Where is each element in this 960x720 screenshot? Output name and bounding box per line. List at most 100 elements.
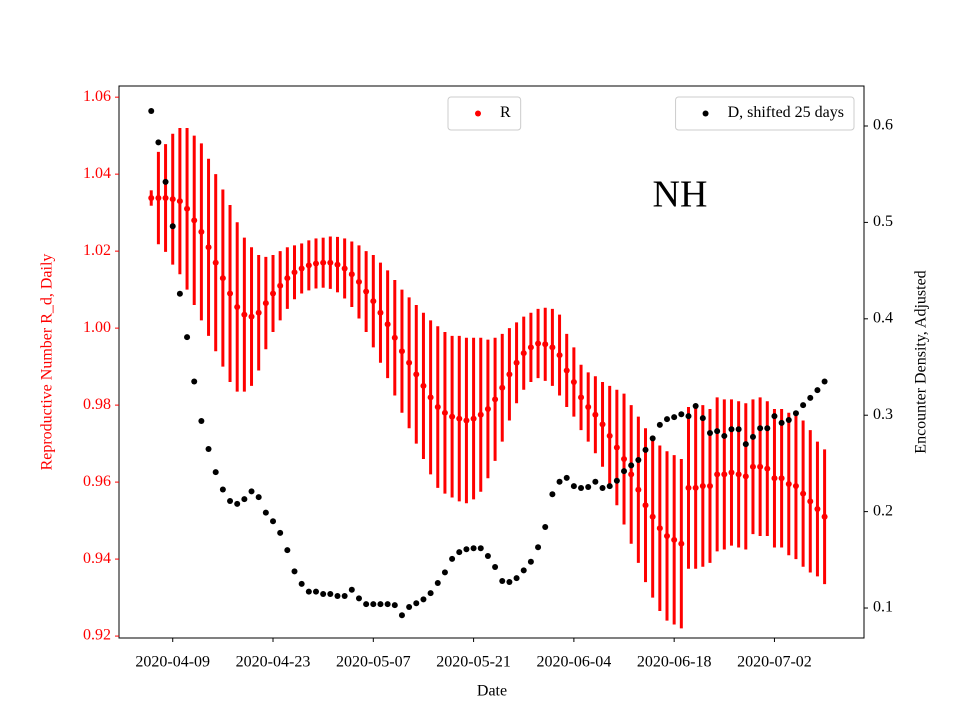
data-point [477, 545, 484, 552]
data-point [427, 590, 434, 597]
data-point [592, 411, 599, 418]
data-point [570, 483, 577, 490]
data-point [162, 178, 169, 185]
legend-box [675, 96, 855, 131]
data-point [262, 509, 269, 516]
data-point [642, 502, 649, 509]
data-point [585, 404, 592, 411]
legend-box [447, 96, 522, 131]
data-point [556, 352, 563, 359]
data-point [191, 217, 198, 224]
data-point [792, 410, 799, 417]
data-point [449, 413, 456, 420]
y2-tick-label: 0.6 [873, 117, 893, 134]
data-point [506, 371, 513, 378]
data-point [406, 604, 413, 611]
data-point [248, 313, 255, 320]
data-point [162, 195, 169, 202]
data-point [721, 471, 728, 478]
y-tick-label: 0.94 [83, 550, 111, 567]
series-0 [148, 127, 828, 629]
data-point [255, 494, 262, 501]
legend-marker [475, 110, 481, 117]
data-point [492, 564, 499, 571]
data-point [642, 446, 649, 453]
data-point [535, 340, 542, 347]
y-tick-label: 0.96 [83, 473, 111, 490]
data-point [742, 441, 749, 448]
data-point [205, 244, 212, 251]
data-point [771, 413, 778, 420]
data-point [184, 205, 191, 212]
y-tick-label: 1.02 [83, 242, 111, 259]
data-point [434, 404, 441, 411]
data-point [312, 588, 319, 595]
data-point [785, 481, 792, 488]
data-point [814, 387, 821, 394]
data-point [227, 290, 234, 297]
y-tick-label: 1.04 [83, 165, 111, 182]
data-point [148, 195, 155, 202]
data-point [606, 432, 613, 439]
data-point [363, 288, 370, 295]
data-point [520, 567, 527, 574]
data-point [499, 578, 506, 585]
y2-tick-label: 0.4 [873, 309, 893, 326]
data-point [484, 552, 491, 559]
x-tick-label: 2020-04-09 [135, 654, 210, 671]
data-point [728, 426, 735, 433]
legend-marker [702, 110, 709, 117]
data-point [556, 478, 563, 485]
data-point [635, 486, 642, 493]
data-point [535, 544, 542, 551]
data-point [169, 223, 176, 230]
data-point [291, 269, 298, 276]
data-point [234, 303, 241, 310]
data-point [506, 578, 513, 585]
data-point [169, 196, 176, 203]
data-point [406, 359, 413, 366]
y-tick-label: 1.06 [83, 88, 111, 105]
data-point [578, 394, 585, 401]
data-point [248, 488, 255, 495]
data-point [305, 588, 312, 595]
data-point [456, 415, 463, 422]
data-point [184, 334, 191, 341]
data-point [757, 463, 764, 470]
data-point [477, 411, 484, 418]
data-point [735, 426, 742, 433]
data-point [699, 482, 706, 489]
data-point [628, 462, 635, 469]
data-point [198, 228, 205, 235]
data-point [413, 600, 420, 607]
data-point [671, 536, 678, 543]
data-point [685, 484, 692, 491]
data-point [807, 394, 814, 401]
data-point [176, 198, 183, 205]
y2-axis-label: Encounter Density, Adjusted [913, 270, 930, 453]
data-point [191, 378, 198, 385]
data-point [585, 484, 592, 491]
data-point [578, 484, 585, 491]
data-point [370, 298, 377, 305]
data-point [800, 490, 807, 497]
data-point [470, 415, 477, 422]
x-tick-label: 2020-05-21 [436, 654, 511, 671]
data-point [749, 463, 756, 470]
data-point [312, 260, 319, 267]
data-point [699, 415, 706, 422]
data-point [656, 525, 663, 532]
data-point [513, 575, 520, 582]
data-point [513, 359, 520, 366]
data-point [549, 491, 556, 498]
data-point [277, 282, 284, 289]
data-point [520, 350, 527, 357]
data-point [334, 261, 341, 268]
y2-tick-label: 0.2 [873, 502, 893, 519]
data-point [377, 309, 384, 316]
data-point [320, 591, 327, 598]
data-point [692, 484, 699, 491]
data-point [706, 482, 713, 489]
data-point [363, 601, 370, 608]
data-point [284, 547, 291, 554]
